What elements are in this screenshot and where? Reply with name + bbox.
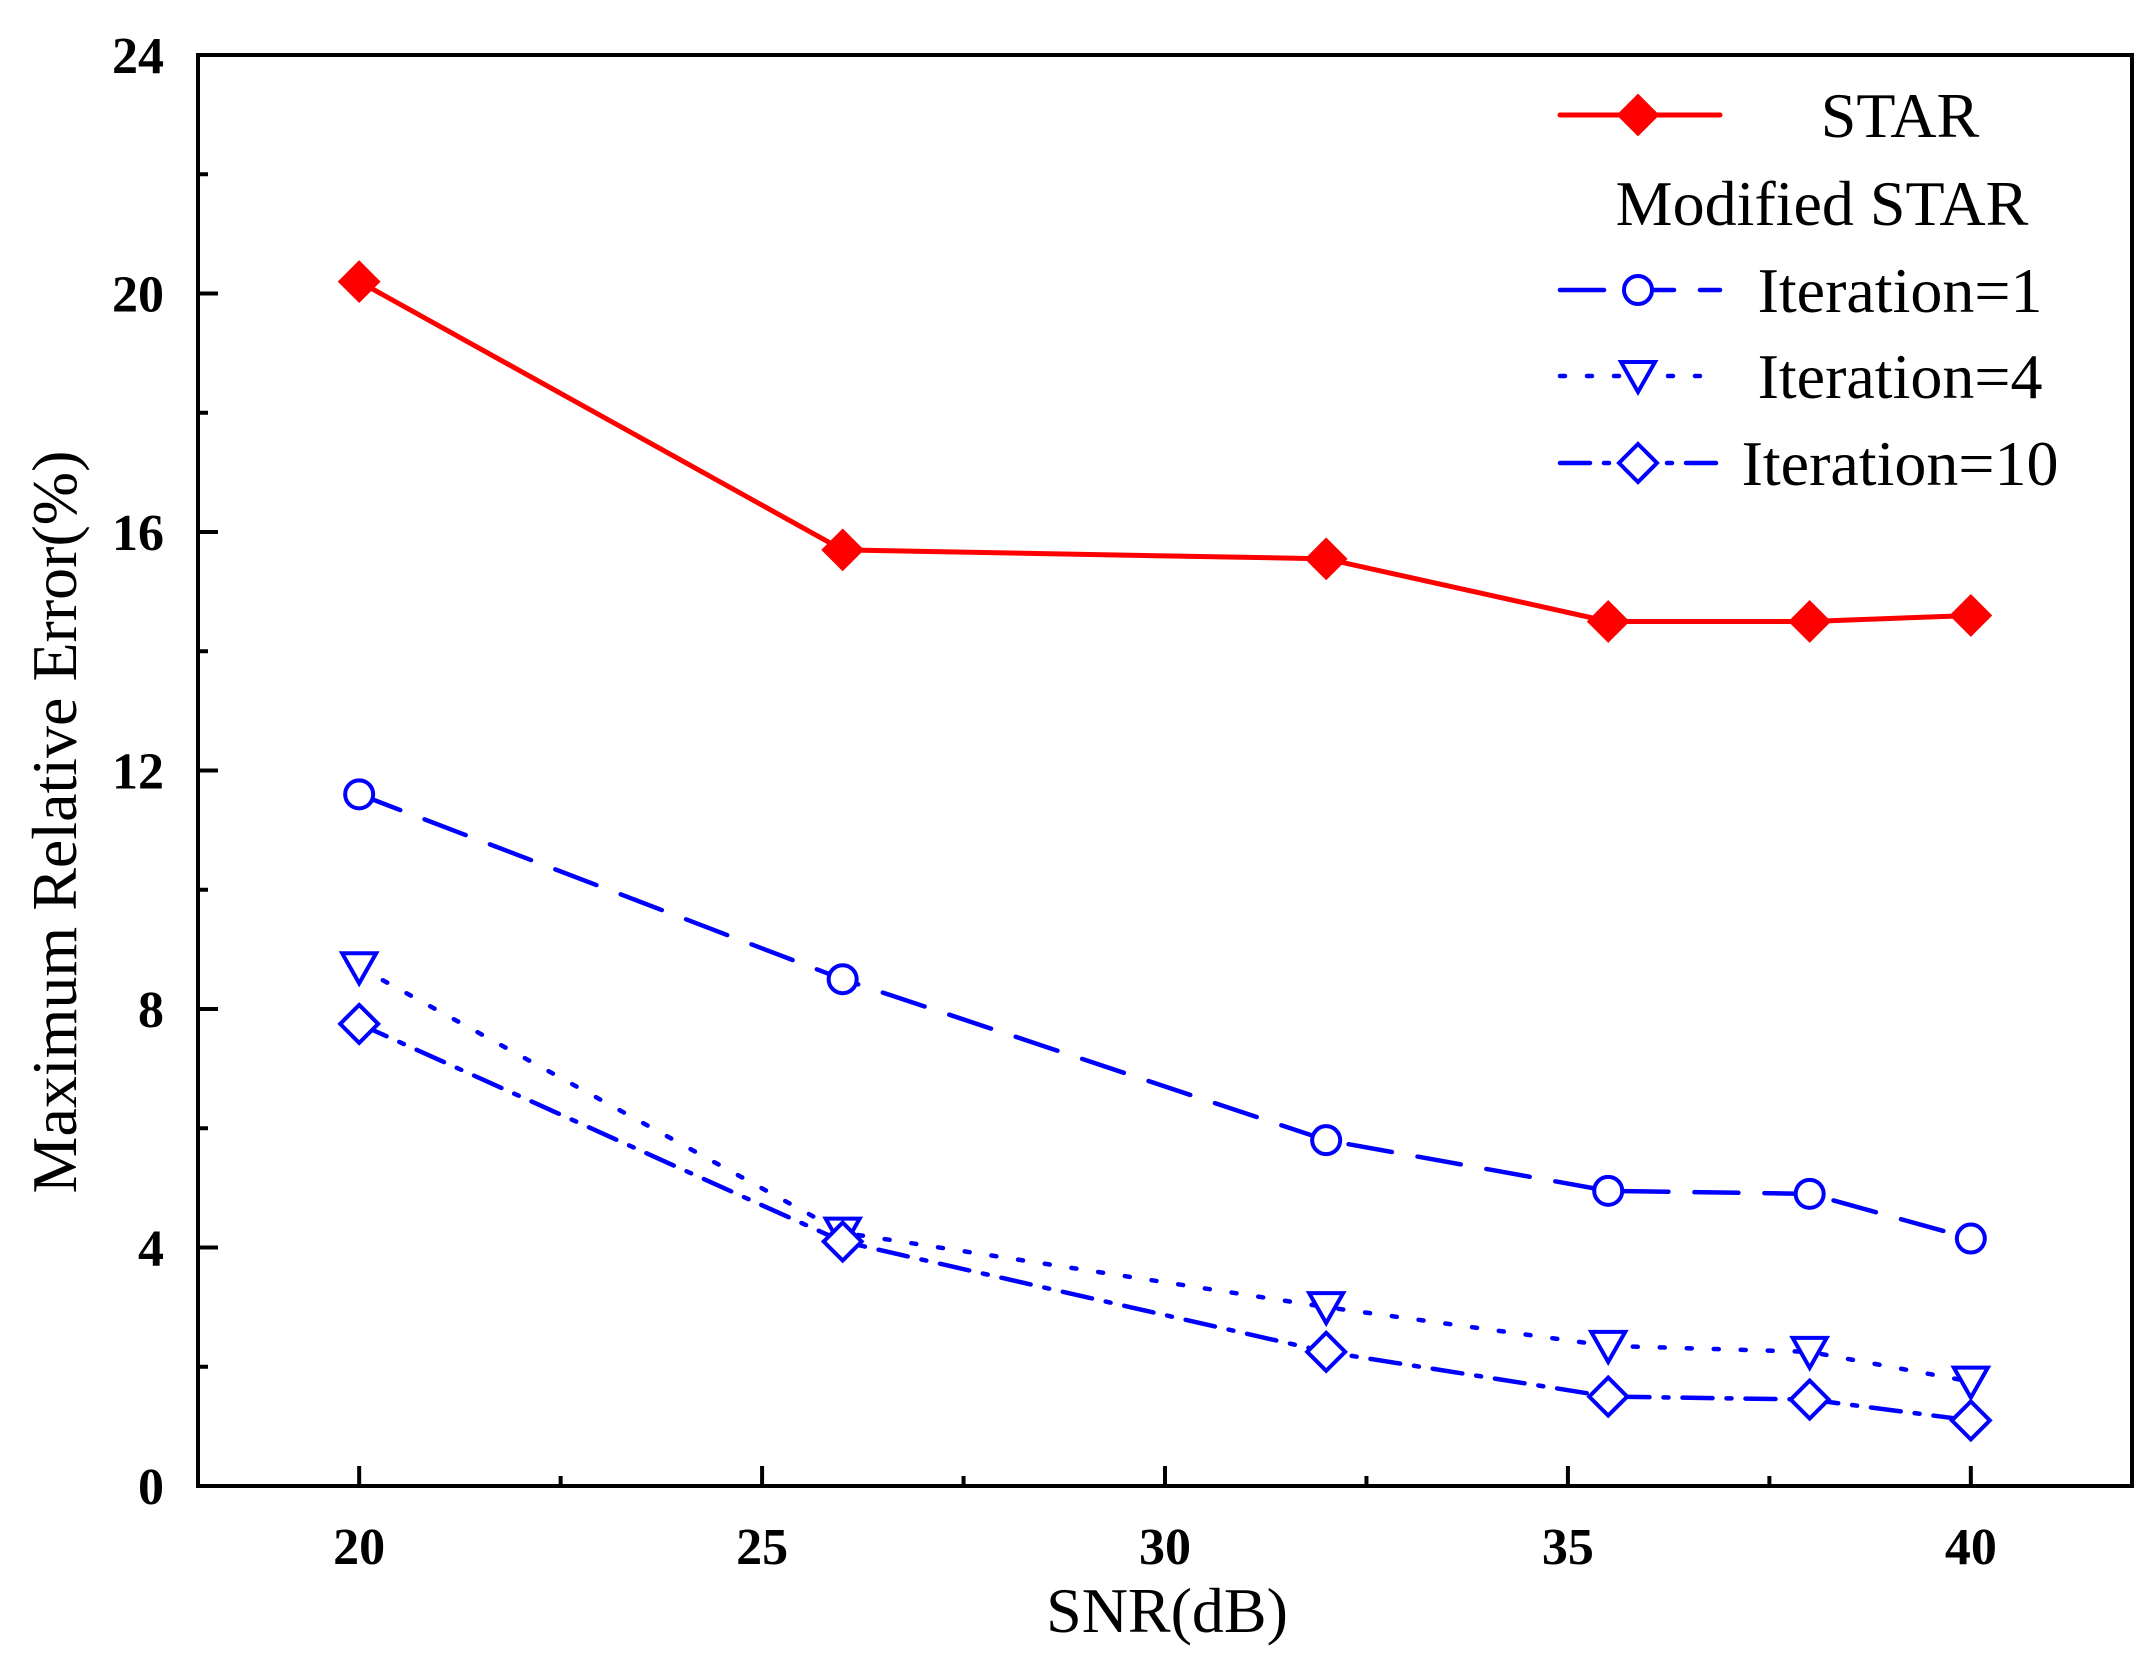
data-point-iteration-4 xyxy=(1789,1335,1831,1372)
legend-marker-iteration-10 xyxy=(1616,441,1660,485)
series-line-iteration-4 xyxy=(356,965,1974,1384)
data-point-star xyxy=(1949,594,1993,637)
y-tick-label: 8 xyxy=(138,982,164,1039)
legend-label-iteration-1: Iteration=1 xyxy=(1758,255,2043,326)
legend: STAR Modified STAR Iteration=1 Iteration=4 I… xyxy=(1557,80,2059,499)
legend-marker-star xyxy=(1616,93,1660,137)
x-tick-label: 30 xyxy=(1139,1519,1191,1576)
y-tick-label: 4 xyxy=(138,1221,164,1278)
legend-label-iteration-4: Iteration=4 xyxy=(1758,341,2043,412)
y-tick-label: 0 xyxy=(138,1459,164,1516)
data-point-iteration-10 xyxy=(1949,1398,1993,1443)
x-axis-title: SNR(dB) xyxy=(1046,1575,1288,1646)
data-point-iteration-4 xyxy=(1587,1329,1629,1366)
series-line-iteration-1 xyxy=(356,792,1974,1241)
data-point-iteration-1 xyxy=(1310,1124,1343,1157)
y-tick-label: 24 xyxy=(112,28,164,85)
data-point-iteration-10 xyxy=(1787,1377,1832,1422)
data-point-iteration-1 xyxy=(1592,1174,1625,1207)
legend-group-heading: Modified STAR xyxy=(1616,168,2029,239)
data-point-iteration-1 xyxy=(1793,1177,1826,1210)
data-point-iteration-4 xyxy=(1950,1365,1992,1402)
data-point-star xyxy=(337,260,381,303)
data-point-iteration-1 xyxy=(1954,1222,1987,1255)
series-line-star xyxy=(356,279,1974,624)
data-point-iteration-4 xyxy=(1305,1291,1347,1328)
x-tick-label: 40 xyxy=(1945,1519,1997,1576)
data-point-iteration-10 xyxy=(337,1002,381,1046)
y-tick-label: 12 xyxy=(112,744,164,801)
data-point-star xyxy=(1304,537,1348,581)
data-point-star xyxy=(1788,600,1832,643)
x-tick-label: 25 xyxy=(736,1519,788,1576)
legend-label-iteration-10: Iteration=10 xyxy=(1742,428,2059,499)
data-point-iteration-10 xyxy=(820,1219,865,1264)
x-tick-label: 20 xyxy=(333,1519,385,1576)
data-point-iteration-1 xyxy=(343,778,376,811)
y-tick-label: 16 xyxy=(112,505,164,562)
data-point-iteration-1 xyxy=(826,963,859,996)
legend-marker-iteration-1 xyxy=(1622,274,1654,306)
data-point-star xyxy=(1586,600,1630,643)
legend-label-star: STAR xyxy=(1821,80,1980,151)
series-line-iteration-10 xyxy=(356,1021,1974,1423)
data-point-star xyxy=(821,528,865,572)
x-tick-label: 35 xyxy=(1542,1519,1594,1576)
legend-marker-iteration-4 xyxy=(1617,360,1659,397)
y-tick-label: 20 xyxy=(112,267,164,324)
y-axis-title: Maximum Relative Error(%) xyxy=(19,451,90,1194)
data-point-iteration-10 xyxy=(1304,1330,1348,1374)
data-point-iteration-10 xyxy=(1586,1374,1631,1419)
data-point-iteration-4 xyxy=(338,951,380,988)
